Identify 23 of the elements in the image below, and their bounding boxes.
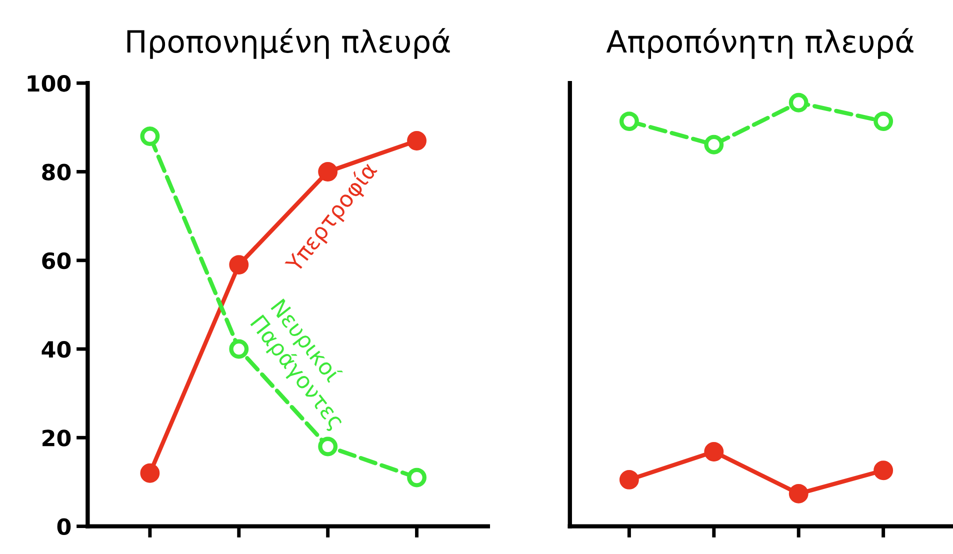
y-tick-label: 40: [42, 340, 71, 358]
point: [619, 112, 639, 132]
chart-title: Προπονημένη πλευρά: [127, 28, 450, 59]
y-tick-label: 20: [42, 430, 71, 446]
y-tick-label: 60: [42, 252, 71, 270]
y-tick-label: 100: [28, 75, 71, 92]
point: [619, 470, 639, 490]
point: [229, 255, 249, 275]
point: [140, 463, 160, 483]
point: [229, 339, 249, 359]
point: [407, 130, 427, 150]
point: [704, 442, 724, 462]
point: [788, 92, 808, 112]
point: [874, 460, 894, 480]
point: [318, 436, 338, 456]
point: [874, 112, 894, 132]
point: [407, 468, 427, 488]
chart-title: Απροπόνητη πλευρά: [606, 28, 914, 59]
point: [140, 126, 160, 146]
y-tick-label: 0: [57, 518, 71, 536]
point: [788, 484, 808, 504]
point: [704, 134, 724, 154]
y-tick-label: 80: [42, 164, 71, 180]
